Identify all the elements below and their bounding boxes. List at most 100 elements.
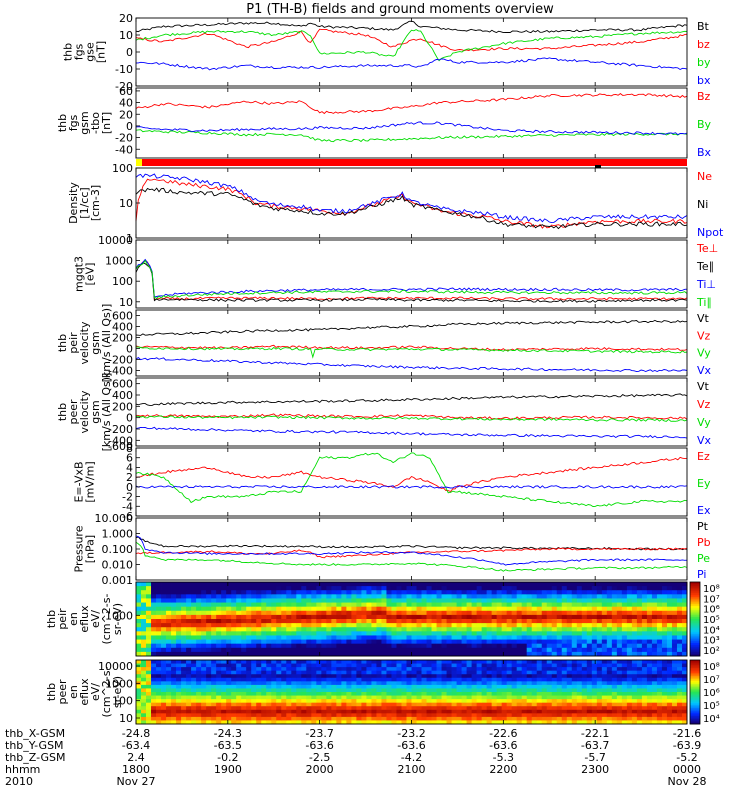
heatmap-cell [491,639,498,645]
heatmap-cell [331,586,337,591]
heatmap-cell [171,590,177,595]
heatmap-cell [351,651,357,657]
heatmap-cell [191,681,197,686]
heatmap-cell [266,716,272,721]
y-tick-label-7-0: 10.000 [95,512,134,525]
heatmap-cell [191,660,197,664]
heatmap-cell [596,699,603,704]
heatmap-cell [581,663,588,668]
heatmap-cell [196,716,202,721]
heatmap-cell [156,623,162,628]
heatmap-cell [306,635,312,640]
heatmap-cell [216,606,222,612]
heatmap-cell [256,702,262,707]
heatmap-cell [431,651,437,657]
heatmap-cell [221,681,227,686]
heatmap-cell [391,610,397,616]
heatmap-cell [526,610,533,616]
heatmap-cell [171,660,177,664]
heatmap-cell [506,606,513,612]
heatmap-cell [161,614,167,620]
heatmap-cell [301,720,307,725]
heatmap-cell [531,586,538,591]
heatmap-cell [306,610,312,616]
heatmap-cell [146,602,152,608]
heatmap-cell [241,614,247,620]
heatmap-cell [226,639,232,645]
heatmap-cell [366,602,372,608]
heatmap-cell [561,623,568,628]
heatmap-cell [526,674,533,679]
heatmap-cell [626,681,633,686]
heatmap-cell [541,643,548,649]
colorbar-cell [690,679,700,682]
heatmap-cell [306,643,312,649]
heatmap-cell [526,667,533,672]
heatmap-cell [571,651,578,657]
heatmap-cell [501,692,508,696]
heatmap-cell [421,713,427,718]
heatmap-cell [476,610,483,616]
heatmap-cell [176,643,182,649]
heatmap-cell [491,643,498,649]
heatmap-cell [426,706,432,711]
heatmap-cell [201,670,207,675]
heatmap-cell [451,619,457,624]
heatmap-cell [331,684,337,689]
heatmap-cell [296,614,302,620]
heatmap-cell [166,582,172,587]
y-axis-label-1-2: gsm [78,111,91,134]
heatmap-cell [341,684,347,689]
heatmap-cell [261,716,267,721]
series-line-7-0 [135,536,688,551]
heatmap-cell [556,667,563,672]
heatmap-cell [426,670,432,675]
heatmap-cell [376,702,382,707]
heatmap-cell [356,647,362,653]
heatmap-cell [261,692,267,696]
heatmap-cell [481,627,488,632]
heatmap-cell [546,643,553,649]
heatmap-cell [596,677,603,682]
heatmap-cell [226,586,232,591]
heatmap-cell [421,663,427,668]
heatmap-cell [441,688,447,693]
heatmap-cell [511,660,518,664]
heatmap-cell [201,590,207,595]
heatmap-cell [306,684,312,689]
heatmap-cell [471,706,478,711]
heatmap-cell [356,674,362,679]
heatmap-cell [236,692,242,696]
heatmap-cell [336,681,342,686]
heatmap-cell [591,606,598,612]
heatmap-cell [411,586,417,591]
heatmap-cell [656,713,663,718]
heatmap-cell [221,598,227,603]
heatmap-cell [151,674,157,679]
heatmap-cell [406,594,412,599]
heatmap-cell [671,667,678,672]
y-tick-label-1-4: -20 [115,132,133,145]
heatmap-cell [391,623,397,628]
heatmap-cell [571,627,578,632]
heatmap-cell [226,623,232,628]
heatmap-cell [646,602,653,608]
heatmap-cell [201,623,207,628]
heatmap-cell [671,681,678,686]
heatmap-cell [381,639,387,645]
heatmap-cell [201,610,207,616]
heatmap-cell [191,677,197,682]
heatmap-cell [491,684,498,689]
heatmap-cell [411,702,417,707]
heatmap-cell [426,647,432,653]
heatmap-cell [381,598,387,603]
time-row-value-4-0: Nov 27 [117,775,156,788]
heatmap-cell [431,677,437,682]
heatmap-cell [266,598,272,603]
heatmap-cell [151,631,157,636]
heatmap-cell [411,643,417,649]
heatmap-cell [231,606,237,612]
heatmap-cell [201,598,207,603]
heatmap-cell [246,610,252,616]
heatmap-cell [581,627,588,632]
